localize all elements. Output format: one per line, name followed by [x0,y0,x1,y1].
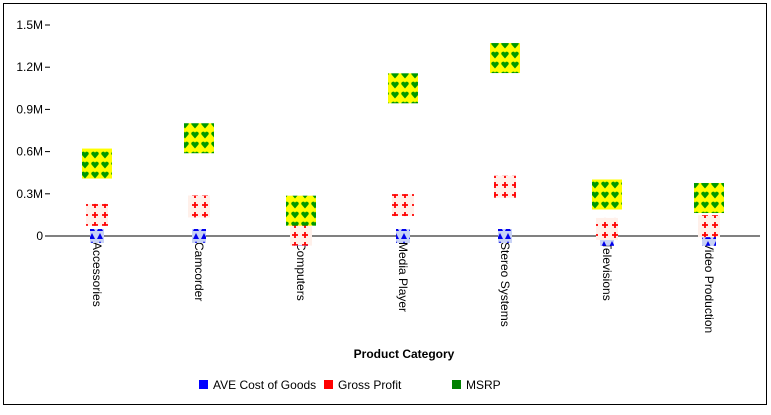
legend-swatch [199,380,208,389]
msrp-marker[interactable] [592,179,622,210]
y-tick-label: 0 [36,229,43,243]
cost-marker[interactable] [192,229,206,243]
msrp-marker[interactable] [388,73,418,104]
legend-swatch [452,380,461,389]
x-tick-label: Televisions [600,242,614,301]
profit-marker[interactable] [188,195,210,218]
profit-marker[interactable] [86,203,108,226]
x-tick-label: Video Production [702,242,716,333]
legend-label: Gross Profit [338,378,402,392]
profit-marker[interactable] [596,217,618,240]
y-tick-label: 0.3M [16,187,43,201]
legend-label: MSRP [466,378,501,392]
x-axis-title: Product Category [354,347,455,361]
profit-marker[interactable] [290,223,312,246]
cost-marker[interactable] [396,229,410,243]
axes-layer: 0 0.3M 0.6M 0.9M 1.2M 1.5M Accessories Camcorde… [16,18,760,333]
legend-label: AVE Cost of Goods [213,378,316,392]
y-tick-label: 1.2M [16,60,43,74]
x-tick-label: Media Player [396,242,410,312]
y-tick-label: 0.9M [16,102,43,116]
profit-marker[interactable] [494,175,516,198]
cost-marker[interactable] [498,229,512,243]
msrp-marker[interactable] [82,148,112,179]
x-tick-label: Computers [294,242,308,301]
y-tick-label: 0.6M [16,145,43,159]
y-tick-label: 1.5M [16,18,43,32]
profit-marker[interactable] [698,215,720,238]
msrp-marker[interactable] [490,43,520,74]
msrp-marker[interactable] [694,183,724,214]
msrp-marker[interactable] [286,195,316,226]
x-tick-label: Camcorder [192,242,206,301]
x-tick-label: Accessories [90,242,104,307]
legend-swatch [324,380,333,389]
cost-marker[interactable] [90,229,104,243]
legend: AVE Cost of Goods Gross Profit MSRP [199,378,501,392]
x-tick-label: Stereo Systems [498,242,512,327]
msrp-marker[interactable] [184,123,214,154]
profit-marker[interactable] [392,194,414,217]
marks-layer [82,43,724,246]
chart-frame [3,3,767,405]
